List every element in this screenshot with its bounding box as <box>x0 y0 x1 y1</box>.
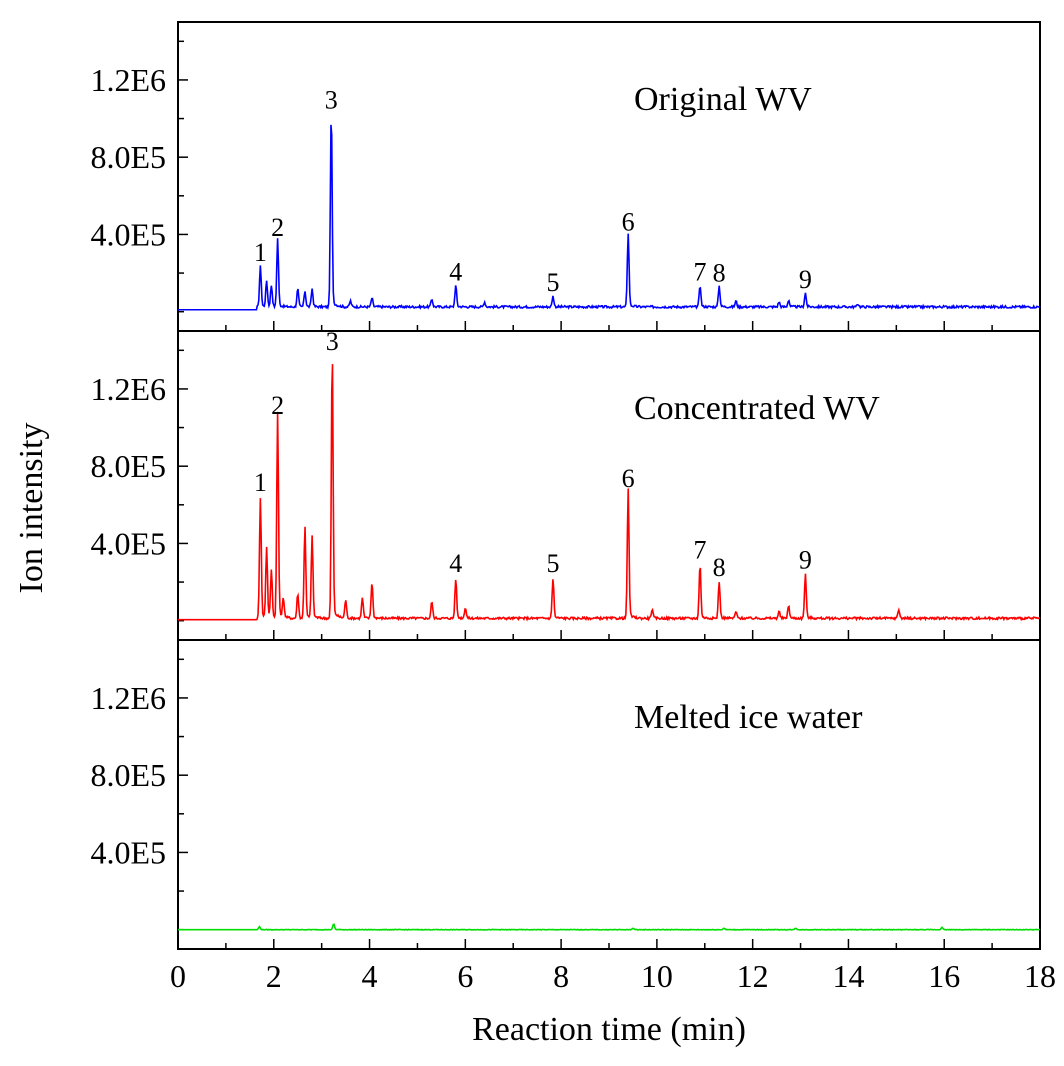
trace-line <box>178 364 1041 622</box>
y-tick-label: 4.0E5 <box>90 216 166 252</box>
y-tick-label: 8.0E5 <box>90 757 166 793</box>
x-tick-label: 18 <box>1024 958 1056 994</box>
panel-frame <box>177 639 1041 950</box>
peak-label: 5 <box>546 549 559 578</box>
trace-line <box>178 124 1041 311</box>
x-tick-label: 4 <box>362 958 378 994</box>
panel-frame <box>177 330 1041 641</box>
y-tick-label: 8.0E5 <box>90 139 166 175</box>
x-tick-label: 6 <box>457 958 473 994</box>
peak-label: 5 <box>546 268 559 297</box>
x-tick-label: 12 <box>737 958 769 994</box>
peak-label: 1 <box>254 238 267 267</box>
panel-title: Original WV <box>634 81 812 118</box>
peak-label: 3 <box>325 86 338 115</box>
x-axis: 0 2 4 6 8 10 12 14 16 18 <box>170 958 1056 994</box>
panel-3: 4.0E5 8.0E5 1.2E6 Melted ice water <box>90 639 1041 950</box>
peak-label: 1 <box>254 468 267 497</box>
peak-label: 8 <box>713 258 726 287</box>
y-tick-label: 8.0E5 <box>90 448 166 484</box>
peak-label: 2 <box>271 213 284 242</box>
x-tick-label: 2 <box>266 958 282 994</box>
peak-label: 3 <box>326 327 339 356</box>
y-tick-label: 4.0E5 <box>90 525 166 561</box>
trace-line <box>178 923 1041 931</box>
peak-label: 7 <box>693 258 706 287</box>
peak-label: 4 <box>449 549 462 578</box>
panel-frame <box>177 21 1041 332</box>
x-tick-label: 16 <box>928 958 960 994</box>
peak-label: 7 <box>693 536 706 565</box>
panel-title: Melted ice water <box>634 699 863 736</box>
peak-label: 9 <box>799 545 812 574</box>
y-axis-title: Ion intensity <box>13 423 50 594</box>
y-tick-label: 1.2E6 <box>90 371 166 407</box>
y-tick-label: 1.2E6 <box>90 62 166 98</box>
y-tick-label: 1.2E6 <box>90 680 166 716</box>
peak-label: 9 <box>799 265 812 294</box>
panel-2: 4.0E5 8.0E5 1.2E6 1 2 3 4 5 6 78 9 Concentrated WV <box>90 327 1041 641</box>
panel-1: 4.0E5 8.0E5 1.2E6 12 3 4 5 6 7 8 9 Original WV <box>90 21 1041 332</box>
peak-label: 6 <box>622 464 635 493</box>
peak-label: 6 <box>622 207 635 236</box>
x-tick-label: 8 <box>553 958 569 994</box>
x-axis-title: Reaction time (min) <box>472 1011 746 1048</box>
x-tick-label: 14 <box>832 958 864 994</box>
peak-label: 2 <box>271 391 284 420</box>
peak-label: 4 <box>449 258 462 287</box>
x-tick-label: 0 <box>170 958 186 994</box>
peak-label: 8 <box>713 553 726 582</box>
y-tick-label: 4.0E5 <box>90 834 166 870</box>
panel-title: Concentrated WV <box>634 390 880 427</box>
x-tick-label: 10 <box>641 958 673 994</box>
